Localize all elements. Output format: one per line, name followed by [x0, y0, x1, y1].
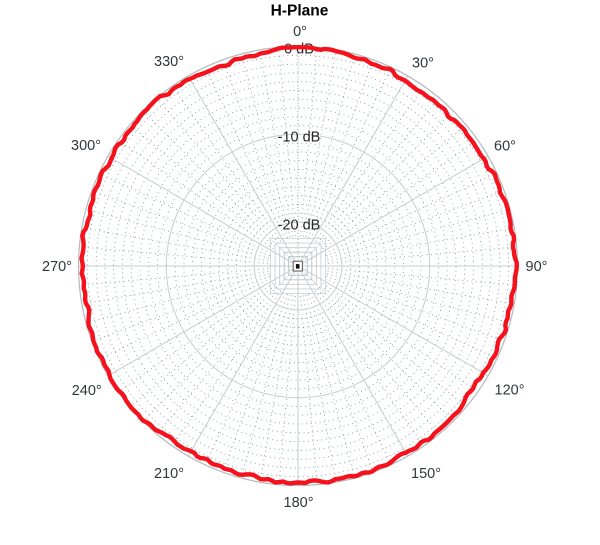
- svg-text:120°: 120°: [495, 383, 525, 399]
- svg-text:90°: 90°: [526, 259, 548, 275]
- svg-text:210°: 210°: [154, 466, 184, 482]
- svg-text:60°: 60°: [494, 139, 516, 155]
- svg-text:-20 dB: -20 dB: [278, 218, 321, 234]
- svg-text:30°: 30°: [412, 56, 434, 72]
- svg-text:0°: 0°: [293, 24, 307, 40]
- svg-text:270°: 270°: [42, 259, 72, 275]
- svg-text:300°: 300°: [71, 138, 101, 154]
- svg-text:H-Plane: H-Plane: [271, 3, 329, 20]
- svg-text:240°: 240°: [72, 383, 102, 399]
- svg-text:180°: 180°: [284, 495, 314, 511]
- svg-text:-10 dB: -10 dB: [278, 130, 321, 146]
- svg-text:150°: 150°: [411, 466, 441, 482]
- svg-text:330°: 330°: [154, 54, 184, 70]
